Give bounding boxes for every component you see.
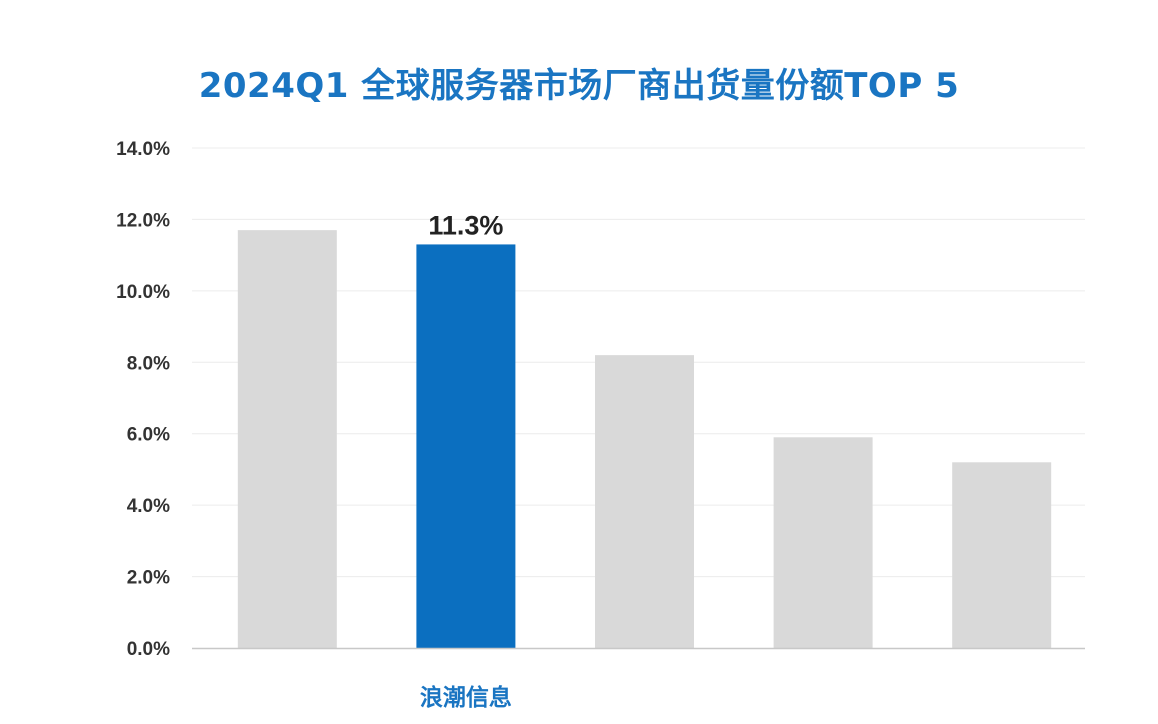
y-tick-label: 8.0% bbox=[127, 353, 170, 374]
y-tick-label: 4.0% bbox=[127, 496, 170, 517]
y-tick-label: 2.0% bbox=[127, 568, 170, 589]
chart-title: 2024Q1 全球服务器市场厂商出货量份额TOP 5 bbox=[198, 66, 960, 106]
bars bbox=[237, 230, 1052, 648]
y-axis-tick-labels: 0.0% 2.0% 4.0% 6.0% 8.0% 10.0% 12.0% 14.0% bbox=[116, 139, 170, 660]
bar bbox=[773, 437, 873, 648]
bar bbox=[952, 462, 1052, 648]
y-tick-label: 14.0% bbox=[116, 139, 170, 160]
data-labels: 11.3% bbox=[428, 210, 503, 240]
data-label: 11.3% bbox=[428, 210, 503, 240]
bar-highlighted bbox=[416, 244, 516, 648]
category-label: 浪潮信息 bbox=[420, 684, 512, 711]
bar bbox=[237, 230, 337, 648]
bar bbox=[595, 355, 694, 648]
y-tick-label: 0.0% bbox=[127, 639, 170, 660]
x-axis-category-labels: 浪潮信息 bbox=[420, 684, 512, 711]
y-tick-label: 10.0% bbox=[116, 282, 170, 303]
y-tick-label: 6.0% bbox=[127, 425, 170, 446]
y-tick-label: 12.0% bbox=[116, 210, 170, 231]
